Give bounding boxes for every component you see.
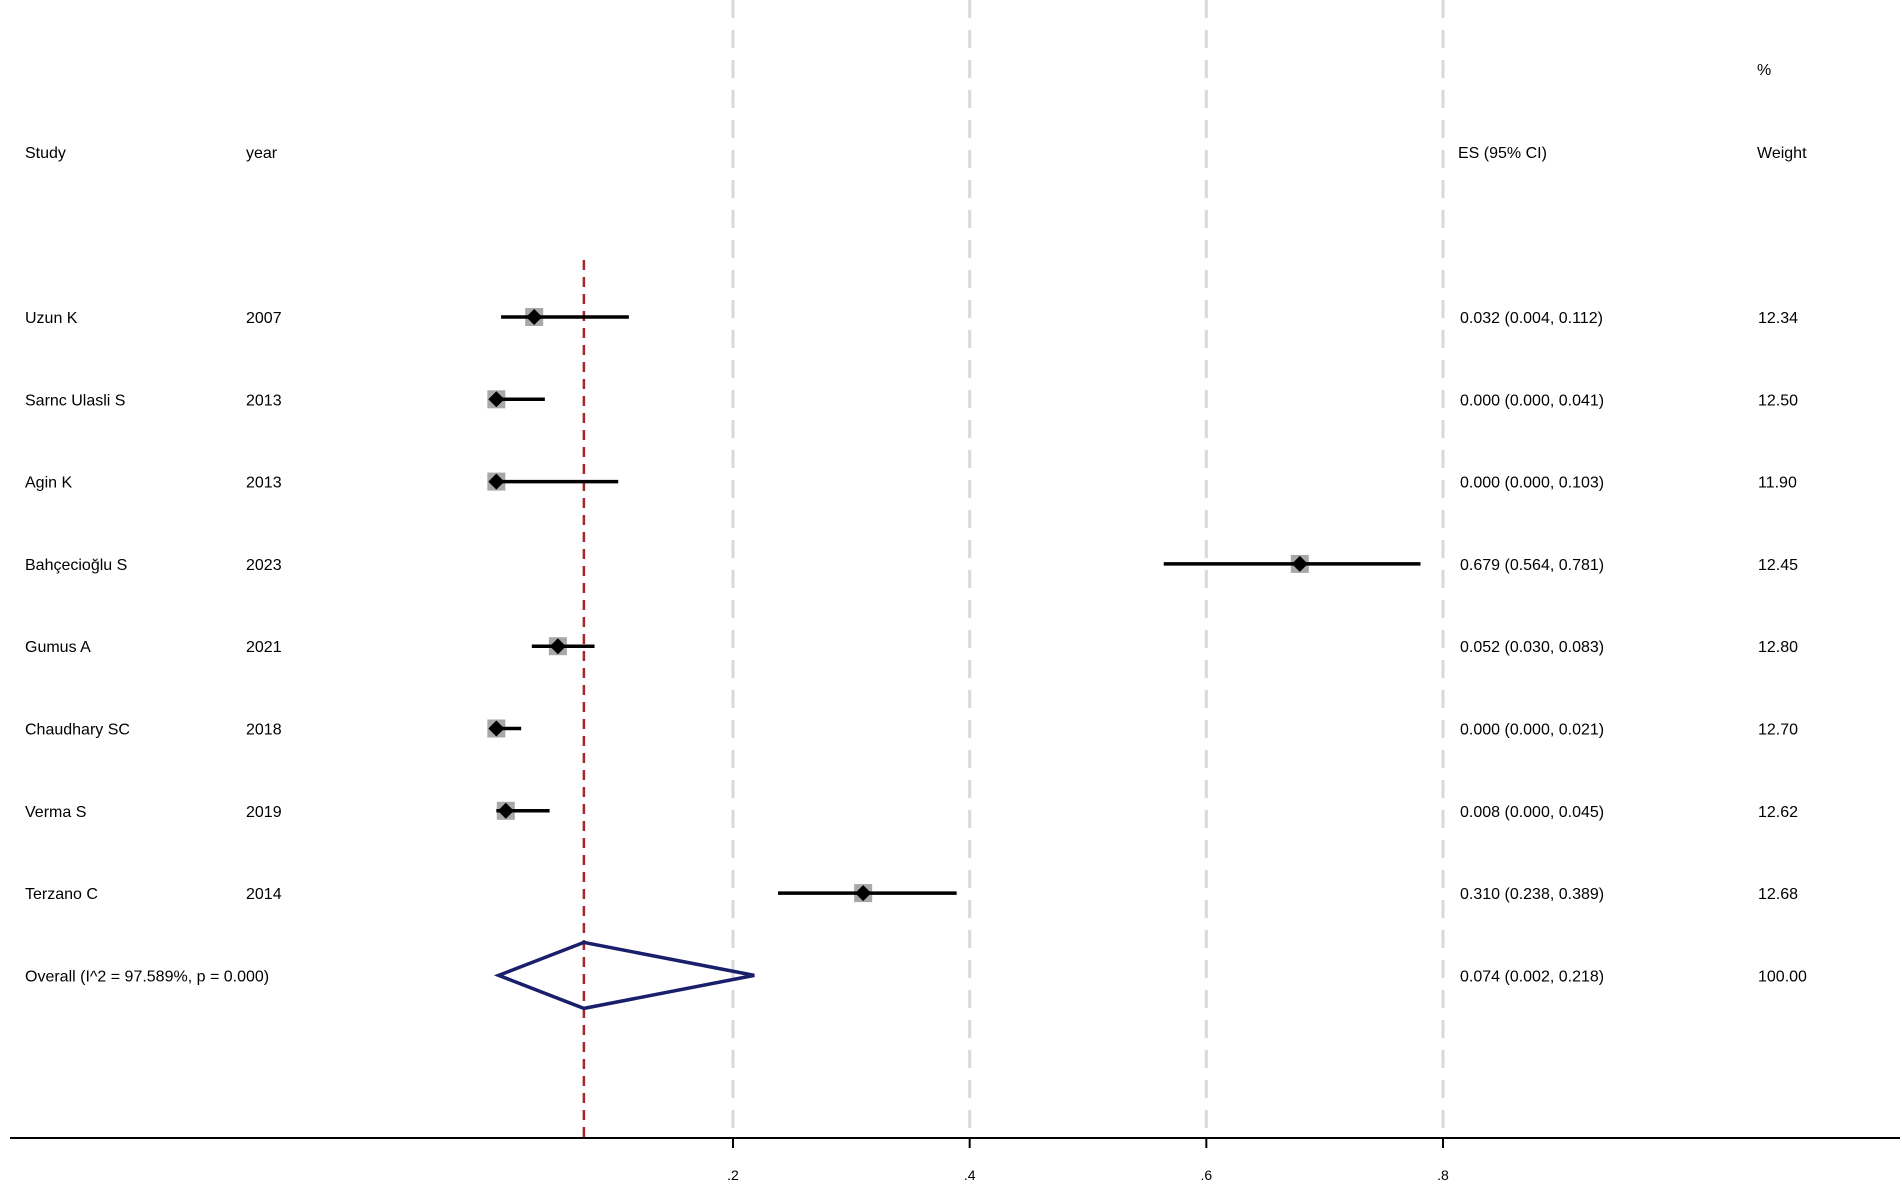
study-weight: 12.80	[1758, 639, 1798, 656]
study-row-5: Chaudhary SC 2018 0.000 (0.000, 0.021) 12.7…	[25, 719, 1798, 739]
study-year: 2018	[246, 722, 282, 739]
study-es-ci: 0.032 (0.004, 0.112)	[1460, 310, 1603, 327]
overall-label: Overall (I^2 = 97.589%, p = 0.000)	[25, 968, 269, 985]
study-es-ci: 0.000 (0.000, 0.021)	[1460, 722, 1604, 739]
study-weight: 12.45	[1758, 557, 1798, 574]
point-estimate	[488, 473, 505, 490]
study-name: Agin K	[25, 475, 72, 492]
study-row-6: Verma S 2019 0.008 (0.000, 0.045) 12.62	[25, 801, 1798, 821]
header-es: ES (95% CI)	[1458, 145, 1547, 162]
x-axis: .2 .4 .6 .8	[10, 1137, 1900, 1183]
header-weight-percent: %	[1757, 62, 1771, 79]
study-name: Sarnc Ulasli S	[25, 392, 125, 409]
point-estimate	[488, 720, 505, 737]
study-name: Terzano C	[25, 886, 98, 903]
study-name: Uzun K	[25, 310, 78, 327]
x-tick-label-0: .2	[727, 1167, 739, 1183]
study-year: 2013	[246, 475, 282, 492]
study-row-1: Sarnc Ulasli S 2013 0.000 (0.000, 0.041) 12…	[25, 390, 1798, 409]
point-estimate	[497, 802, 514, 819]
study-weight: 11.90	[1758, 475, 1797, 492]
study-year: 2013	[246, 392, 282, 409]
study-row-2: Agin K 2013 0.000 (0.000, 0.103) 11.90	[25, 472, 1797, 492]
study-es-ci: 0.008 (0.000, 0.045)	[1460, 804, 1604, 821]
x-tick-label-2: .6	[1200, 1167, 1212, 1183]
study-row-0: Uzun K 2007 0.032 (0.004, 0.112) 12.34	[25, 308, 1798, 327]
study-row-7: Terzano C 2014 0.310 (0.238, 0.389) 12.68	[25, 884, 1798, 903]
header-year: year	[246, 145, 278, 162]
study-year: 2023	[246, 557, 282, 574]
study-weight: 12.34	[1758, 310, 1798, 327]
study-es-ci: 0.000 (0.000, 0.041)	[1460, 392, 1604, 409]
study-row-4: Gumus A 2021 0.052 (0.030, 0.083) 12.80	[25, 637, 1798, 656]
study-weight: 12.68	[1758, 886, 1798, 903]
overall-diamond	[493, 940, 755, 1011]
point-estimate	[488, 391, 505, 408]
study-name: Bahçecioğlu S	[25, 557, 127, 574]
point-estimate	[549, 638, 566, 655]
point-estimate	[855, 885, 872, 902]
study-year: 2007	[246, 310, 282, 327]
study-row-3: Bahçecioğlu S 2023 0.679 (0.564, 0.781) 12.…	[25, 554, 1798, 574]
x-tick-label-1: .4	[964, 1167, 976, 1183]
study-name: Verma S	[25, 804, 86, 821]
study-name: Gumus A	[25, 639, 91, 656]
overall-es-ci: 0.074 (0.002, 0.218)	[1460, 968, 1604, 985]
study-weight: 12.70	[1758, 722, 1798, 739]
study-year: 2021	[246, 639, 282, 656]
x-tick-label-3: .8	[1437, 1167, 1449, 1183]
study-es-ci: 0.000 (0.000, 0.103)	[1460, 475, 1604, 492]
header-weight: Weight	[1757, 145, 1807, 162]
point-estimate	[1291, 555, 1308, 572]
study-es-ci: 0.679 (0.564, 0.781)	[1460, 557, 1604, 574]
header-study: Study	[25, 145, 66, 162]
study-es-ci: 0.052 (0.030, 0.083)	[1460, 639, 1604, 656]
overall-weight: 100.00	[1758, 968, 1807, 985]
study-weight: 12.50	[1758, 392, 1798, 409]
study-year: 2014	[246, 886, 282, 903]
study-rows: Uzun K 2007 0.032 (0.004, 0.112) 12.34 Sarnc…	[25, 308, 1798, 903]
study-es-ci: 0.310 (0.238, 0.389)	[1460, 886, 1604, 903]
point-estimate	[526, 309, 543, 325]
study-weight: 12.62	[1758, 804, 1798, 821]
gridlines	[731, 0, 1445, 1138]
overall-row: Overall (I^2 = 97.589%, p = 0.000) 0.074 …	[25, 940, 1807, 1011]
study-name: Chaudhary SC	[25, 722, 130, 739]
study-year: 2019	[246, 804, 282, 821]
